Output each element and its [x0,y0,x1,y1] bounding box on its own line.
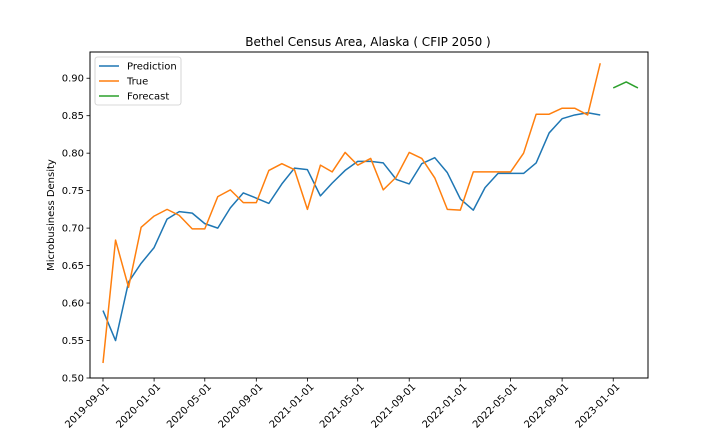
y-tick-label: 0.70 [62,224,84,235]
legend-label-forecast: Forecast [127,92,169,103]
y-axis-label: Microbusiness Density [46,159,57,271]
legend-box [94,56,182,106]
series-line-prediction [102,111,601,342]
chart-title: Bethel Census Area, Alaska ( CFIP 2050 ) [245,35,490,49]
plot-content [102,63,639,364]
y-tick-label: 0.90 [62,74,84,85]
series-line-forecast [612,81,639,89]
y-tick-label: 0.55 [62,336,84,347]
y-tick-label: 0.50 [62,374,84,385]
y-tick-label: 0.85 [62,111,84,122]
y-axis: 0.50 0.55 0.60 0.65 0.70 0.75 0.80 0.85 0.90 [62,74,90,385]
y-tick-label: 0.60 [62,299,84,310]
y-tick-label: 0.80 [62,149,84,160]
series-line-true [102,63,601,364]
y-tick-label: 0.75 [62,186,84,197]
legend: Prediction True Forecast [94,56,182,106]
plot-frame [89,51,649,379]
legend-label-prediction: Prediction [127,62,177,73]
legend-label-true: True [126,77,148,88]
y-tick-label: 0.65 [62,261,84,272]
